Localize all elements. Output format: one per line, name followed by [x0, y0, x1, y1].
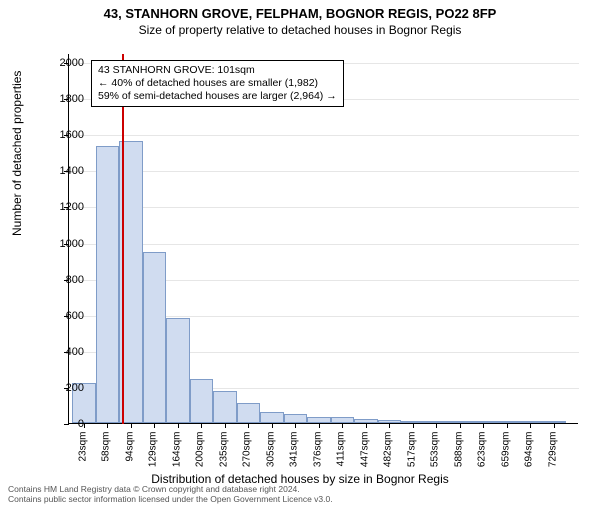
x-tick-label: 341sqm: [289, 432, 300, 482]
x-tick-label: 588sqm: [453, 432, 464, 482]
x-tick-label: 482sqm: [383, 432, 394, 482]
callout-box: 43 STANHORN GROVE: 101sqm← 40% of detach…: [91, 60, 344, 107]
callout-line: ← 40% of detached houses are smaller (1,…: [98, 77, 337, 90]
x-tick-label: 129sqm: [148, 432, 159, 482]
x-tick-label: 305sqm: [265, 432, 276, 482]
y-axis-label: Number of detached properties: [10, 71, 24, 236]
x-tick-mark: [554, 423, 555, 428]
x-tick-mark: [319, 423, 320, 428]
x-tick-mark: [225, 423, 226, 428]
histogram-bar: [96, 146, 120, 423]
x-tick-mark: [366, 423, 367, 428]
x-tick-mark: [342, 423, 343, 428]
x-tick-mark: [483, 423, 484, 428]
x-tick-label: 23sqm: [77, 432, 88, 482]
chart-area: 43 STANHORN GROVE: 101sqm← 40% of detach…: [68, 54, 578, 424]
x-tick-label: 447sqm: [359, 432, 370, 482]
x-tick-label: 659sqm: [500, 432, 511, 482]
x-tick-mark: [178, 423, 179, 428]
y-tick-label: 200: [44, 382, 84, 394]
x-tick-mark: [507, 423, 508, 428]
x-tick-mark: [272, 423, 273, 428]
title-sub: Size of property relative to detached ho…: [0, 23, 600, 37]
x-tick-label: 411sqm: [336, 432, 347, 482]
y-tick-label: 400: [44, 346, 84, 358]
x-tick-label: 235sqm: [218, 432, 229, 482]
x-tick-label: 270sqm: [242, 432, 253, 482]
x-tick-label: 58sqm: [101, 432, 112, 482]
y-tick-label: 1000: [44, 238, 84, 250]
x-tick-label: 553sqm: [430, 432, 441, 482]
gridline: [69, 207, 579, 208]
property-marker-line: [122, 54, 124, 424]
y-tick-label: 800: [44, 274, 84, 286]
x-tick-label: 694sqm: [524, 432, 535, 482]
x-tick-label: 164sqm: [171, 432, 182, 482]
gridline: [69, 135, 579, 136]
y-tick-label: 0: [44, 418, 84, 430]
gridline: [69, 171, 579, 172]
y-tick-label: 1600: [44, 129, 84, 141]
x-tick-mark: [248, 423, 249, 428]
x-tick-mark: [295, 423, 296, 428]
y-tick-label: 1200: [44, 201, 84, 213]
x-tick-mark: [460, 423, 461, 428]
gridline: [69, 244, 579, 245]
x-tick-label: 376sqm: [312, 432, 323, 482]
x-tick-label: 517sqm: [406, 432, 417, 482]
x-tick-mark: [154, 423, 155, 428]
x-tick-mark: [131, 423, 132, 428]
x-tick-mark: [201, 423, 202, 428]
histogram-bar: [213, 391, 237, 423]
x-tick-mark: [389, 423, 390, 428]
x-tick-label: 200sqm: [195, 432, 206, 482]
callout-line: 43 STANHORN GROVE: 101sqm: [98, 64, 337, 77]
histogram-bar: [143, 252, 167, 423]
footer-line-2: Contains public sector information licen…: [8, 495, 333, 504]
histogram-bar: [260, 412, 284, 423]
callout-line: 59% of semi-detached houses are larger (…: [98, 90, 337, 103]
histogram-bar: [166, 318, 190, 423]
y-tick-label: 2000: [44, 57, 84, 69]
footer-attribution: Contains HM Land Registry data © Crown c…: [8, 485, 333, 504]
x-tick-label: 94sqm: [124, 432, 135, 482]
x-tick-mark: [413, 423, 414, 428]
x-tick-mark: [530, 423, 531, 428]
histogram-bar: [237, 403, 261, 423]
y-tick-label: 1800: [44, 93, 84, 105]
x-tick-label: 729sqm: [547, 432, 558, 482]
title-main: 43, STANHORN GROVE, FELPHAM, BOGNOR REGI…: [0, 6, 600, 21]
y-tick-label: 1400: [44, 165, 84, 177]
plot: 43 STANHORN GROVE: 101sqm← 40% of detach…: [68, 54, 578, 424]
x-tick-mark: [107, 423, 108, 428]
y-tick-label: 600: [44, 310, 84, 322]
x-tick-mark: [436, 423, 437, 428]
histogram-bar: [190, 379, 214, 423]
histogram-bar: [284, 414, 308, 423]
x-tick-label: 623sqm: [477, 432, 488, 482]
